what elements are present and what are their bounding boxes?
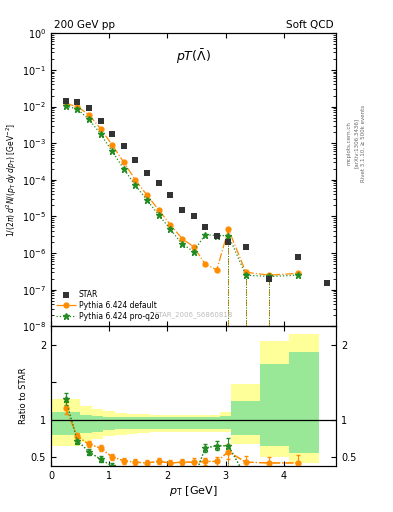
Pythia 6.424 pro-q2o	[244, 272, 248, 278]
STAR	[180, 207, 184, 213]
STAR	[191, 212, 196, 219]
Pythia 6.424 default	[121, 159, 126, 165]
Pythia 6.424 default	[203, 261, 208, 267]
STAR	[145, 170, 149, 177]
Pythia 6.424 default	[180, 236, 184, 242]
Pythia 6.424 pro-q2o	[110, 148, 114, 155]
Text: 200 GeV pp: 200 GeV pp	[54, 20, 115, 30]
STAR	[215, 232, 219, 239]
Text: [arXiv:1306.3436]: [arXiv:1306.3436]	[354, 118, 359, 168]
STAR	[296, 253, 301, 260]
Pythia 6.424 pro-q2o	[296, 272, 301, 278]
Text: $pT(\bar{\Lambda})$: $pT(\bar{\Lambda})$	[176, 48, 211, 67]
STAR	[267, 275, 272, 282]
STAR	[86, 105, 91, 111]
Pythia 6.424 default	[215, 267, 219, 273]
Pythia 6.424 pro-q2o	[145, 197, 149, 203]
Pythia 6.424 default	[86, 112, 91, 118]
Text: Soft QCD: Soft QCD	[286, 20, 333, 30]
STAR	[121, 143, 126, 149]
Pythia 6.424 default	[156, 207, 161, 213]
Y-axis label: Ratio to STAR: Ratio to STAR	[19, 368, 28, 424]
Line: Pythia 6.424 pro-q2o: Pythia 6.424 pro-q2o	[62, 102, 302, 280]
Pythia 6.424 pro-q2o	[168, 226, 173, 232]
STAR	[226, 239, 231, 245]
Pythia 6.424 pro-q2o	[215, 232, 219, 239]
Pythia 6.424 pro-q2o	[267, 273, 272, 280]
Text: mcplots.cern.ch: mcplots.cern.ch	[347, 121, 352, 165]
Pythia 6.424 default	[296, 270, 301, 276]
Pythia 6.424 default	[191, 244, 196, 250]
Pythia 6.424 pro-q2o	[203, 231, 208, 238]
Pythia 6.424 default	[168, 222, 173, 228]
Pythia 6.424 pro-q2o	[86, 116, 91, 122]
STAR	[156, 180, 161, 186]
STAR	[244, 244, 248, 250]
Line: Pythia 6.424 default: Pythia 6.424 default	[63, 101, 301, 278]
Pythia 6.424 default	[133, 177, 138, 183]
Y-axis label: $1/(2\pi)\,d^2N/(p_\mathrm{T}\,dy\,dp_\mathrm{T})\;[\mathrm{GeV}^{-2}]$: $1/(2\pi)\,d^2N/(p_\mathrm{T}\,dy\,dp_\m…	[5, 123, 19, 237]
STAR	[75, 99, 80, 105]
Pythia 6.424 default	[98, 125, 103, 132]
Legend: STAR, Pythia 6.424 default, Pythia 6.424 pro-q2o: STAR, Pythia 6.424 default, Pythia 6.424…	[55, 289, 160, 323]
Pythia 6.424 default	[145, 192, 149, 198]
Pythia 6.424 default	[110, 142, 114, 148]
Pythia 6.424 pro-q2o	[63, 103, 68, 109]
Pythia 6.424 pro-q2o	[191, 248, 196, 254]
Pythia 6.424 default	[75, 103, 80, 110]
Text: STAR_2006_S6860818: STAR_2006_S6860818	[154, 311, 233, 317]
STAR	[110, 131, 114, 137]
STAR	[325, 280, 330, 286]
Pythia 6.424 pro-q2o	[226, 232, 231, 239]
Pythia 6.424 pro-q2o	[121, 166, 126, 172]
STAR	[203, 224, 208, 230]
Pythia 6.424 default	[267, 272, 272, 278]
Pythia 6.424 default	[226, 226, 231, 232]
Pythia 6.424 default	[63, 100, 68, 106]
Pythia 6.424 pro-q2o	[75, 106, 80, 112]
Text: Rivet 3.1.10, ≥ 500k events: Rivet 3.1.10, ≥ 500k events	[361, 105, 366, 182]
Pythia 6.424 default	[244, 269, 248, 275]
STAR	[133, 157, 138, 163]
STAR	[98, 118, 103, 124]
Pythia 6.424 pro-q2o	[180, 241, 184, 247]
Pythia 6.424 pro-q2o	[156, 212, 161, 218]
Pythia 6.424 pro-q2o	[133, 182, 138, 188]
STAR	[63, 98, 68, 104]
STAR	[168, 192, 173, 198]
X-axis label: $p_\mathrm{T}$ [GeV]: $p_\mathrm{T}$ [GeV]	[169, 483, 218, 498]
Pythia 6.424 pro-q2o	[98, 131, 103, 137]
Line: STAR: STAR	[62, 98, 331, 286]
